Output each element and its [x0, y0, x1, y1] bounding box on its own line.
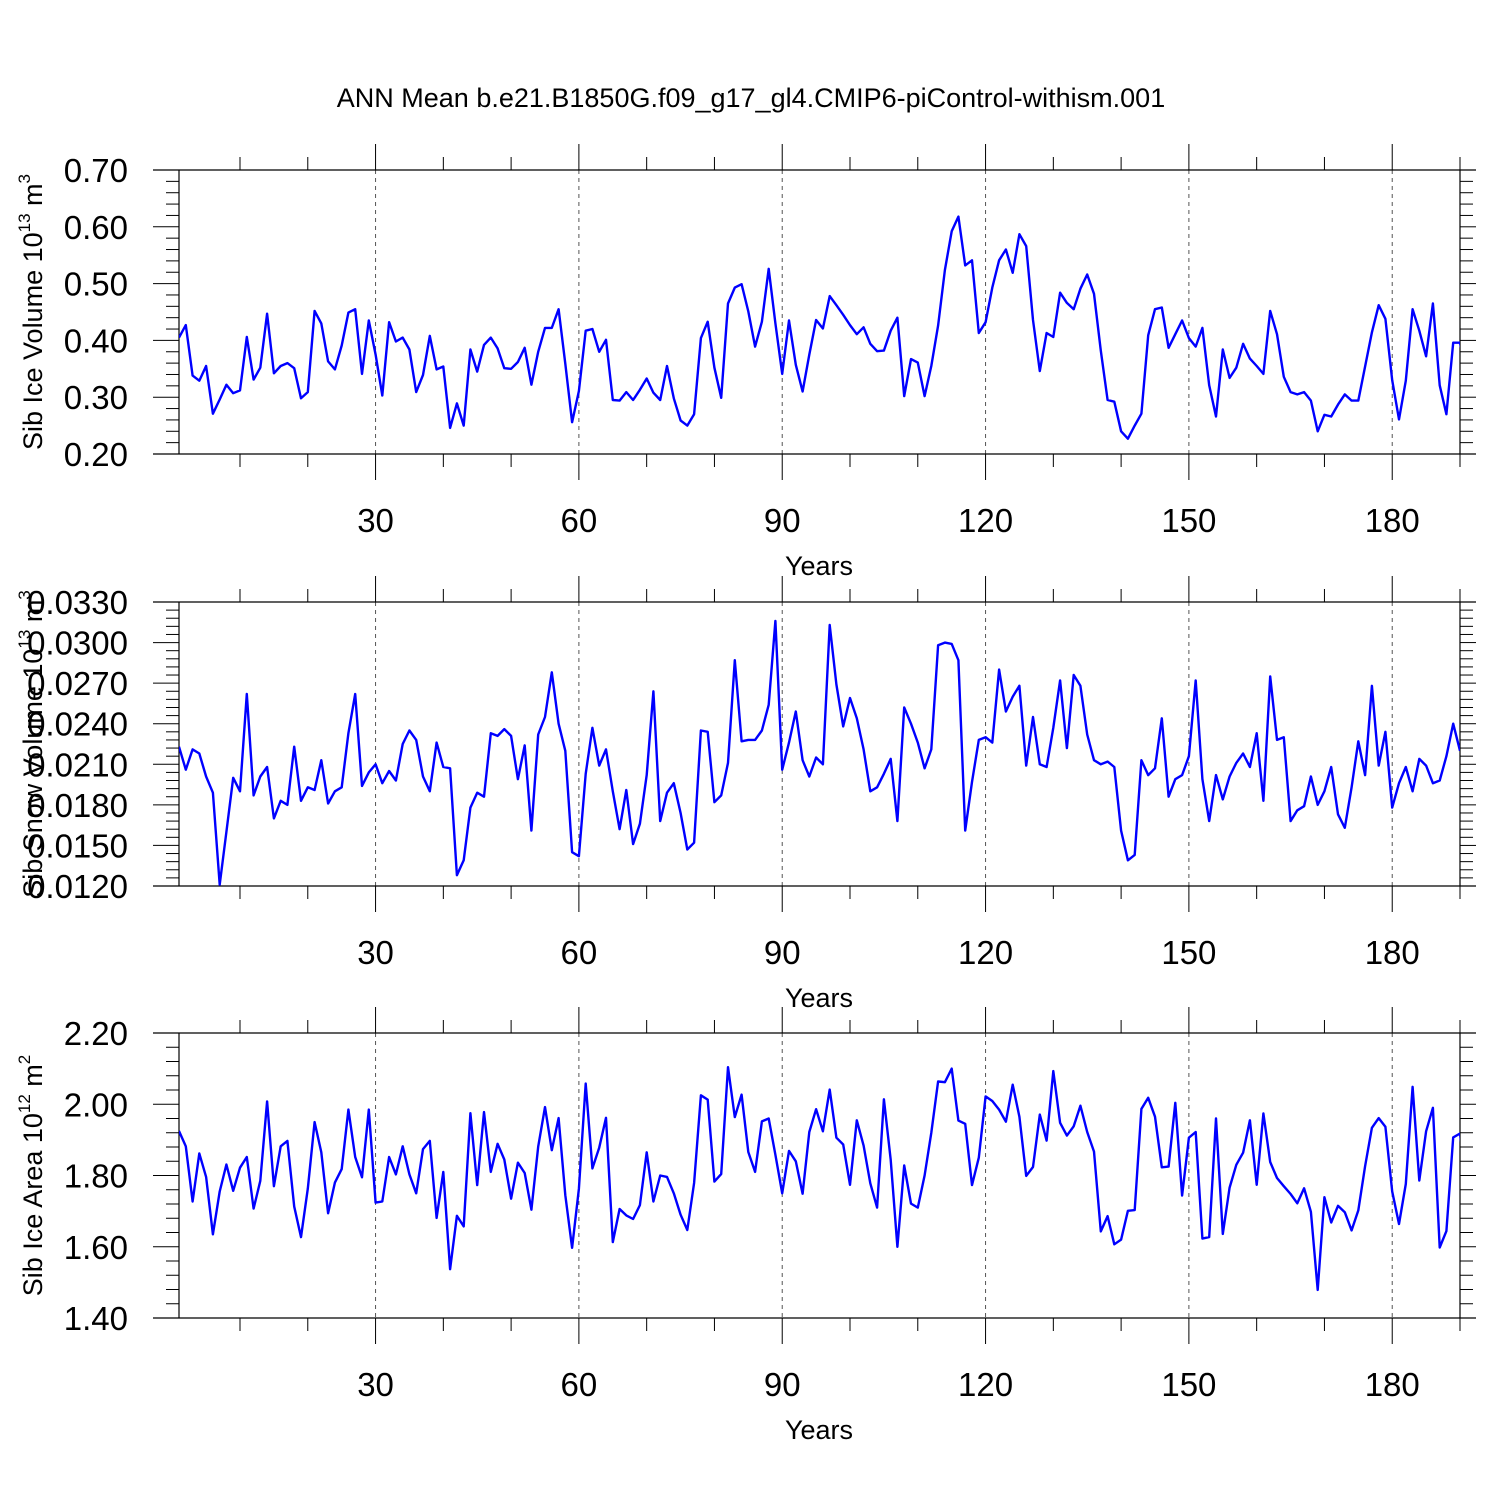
- x-tick-label: 120: [958, 502, 1013, 539]
- x-tick-label: 180: [1365, 1366, 1420, 1403]
- y-axis-label: Sib Ice Area 1012 m2: [15, 1055, 48, 1297]
- y-tick-label: 0.40: [64, 322, 128, 359]
- series-line: [179, 619, 1460, 886]
- y-tick-label: 0.30: [64, 379, 128, 416]
- panels: 0.20 0.30 0.40 0.50 0.60 0.70 30 60 90 120 150 180 Y…: [15, 144, 1476, 1445]
- y-axis-label-unit: m: [18, 183, 48, 213]
- x-tick-label: 60: [561, 502, 598, 539]
- x-tick-label: 150: [1161, 1366, 1216, 1403]
- x-tick-label: 30: [357, 934, 394, 971]
- x-axis-label: Years: [785, 983, 853, 1013]
- x-tick-label: 180: [1365, 934, 1420, 971]
- x-tick-label: 120: [958, 1366, 1013, 1403]
- y-tick-label: 0.0210: [27, 746, 128, 783]
- y-tick-label: 2.20: [64, 1015, 128, 1052]
- y-tick-label: 0.0180: [27, 787, 128, 824]
- series-line: [179, 215, 1460, 440]
- y-axis-label-exponent: 13: [15, 630, 34, 649]
- y-tick-label: 0.0270: [27, 665, 128, 702]
- x-axis-label: Years: [785, 1415, 853, 1445]
- panel-ice-area: 1.40 1.60 1.80 2.00 2.20 30 60 90 120 150 180 Years…: [15, 1007, 1476, 1445]
- x-tick-label: 30: [357, 502, 394, 539]
- x-tick-label: 90: [764, 1366, 801, 1403]
- y-tick-label: 0.0300: [27, 625, 128, 662]
- x-tick-label: 150: [1161, 934, 1216, 971]
- x-tick-label: 60: [561, 1366, 598, 1403]
- y-tick-label: 0.70: [64, 152, 128, 189]
- y-axis-label-unit: m: [18, 1064, 48, 1094]
- series-line: [179, 1065, 1460, 1292]
- y-tick-label: 0.50: [64, 266, 128, 303]
- chart-title: ANN Mean b.e21.B1850G.f09_g17_gl4.CMIP6-…: [337, 83, 1165, 113]
- y-axis-label-unit: m: [18, 600, 48, 630]
- y-tick-label: 0.20: [64, 436, 128, 473]
- x-tick-label: 60: [561, 934, 598, 971]
- y-tick-label: 2.00: [64, 1086, 128, 1123]
- y-tick-label: 0.60: [64, 209, 128, 246]
- y-tick-label: 0.0240: [27, 706, 128, 743]
- x-tick-label: 30: [357, 1366, 394, 1403]
- panel-ice-volume: 0.20 0.30 0.40 0.50 0.60 0.70 30 60 90 120 150 180 Y…: [15, 144, 1476, 581]
- y-tick-label: 0.0330: [27, 584, 128, 621]
- panel-snow-volume: 0.01200.01500.01800.02100.02400.02700.03…: [15, 576, 1476, 1013]
- y-tick-label: 1.40: [64, 1300, 128, 1337]
- y-tick-label: 0.0150: [27, 827, 128, 864]
- x-tick-label: 150: [1161, 502, 1216, 539]
- x-tick-label: 120: [958, 934, 1013, 971]
- y-tick-label: 0.0120: [27, 868, 128, 905]
- x-axis-label: Years: [785, 551, 853, 581]
- y-tick-label: 1.80: [64, 1158, 128, 1195]
- y-tick-label: 1.60: [64, 1229, 128, 1266]
- y-axis-label: Sib Ice Volume 1013 m3: [15, 174, 48, 450]
- y-axis-label-exponent: 12: [15, 1094, 34, 1113]
- y-axis-label-exponent: 13: [15, 213, 34, 232]
- y-axis-label-main: Sib Snow Volume 10: [18, 649, 48, 898]
- y-axis-label-main: Sib Ice Area 10: [18, 1113, 48, 1296]
- y-axis-label: Sib Snow Volume 1013 m3: [15, 590, 48, 898]
- y-axis-label-unit-exponent: 3: [15, 174, 34, 183]
- y-axis-label-unit-exponent: 2: [15, 1055, 34, 1064]
- y-axis-label-main: Sib Ice Volume 10: [18, 232, 48, 450]
- y-axis-label-unit-exponent: 3: [15, 590, 34, 599]
- x-tick-label: 180: [1365, 502, 1420, 539]
- x-tick-label: 90: [764, 934, 801, 971]
- x-tick-label: 90: [764, 502, 801, 539]
